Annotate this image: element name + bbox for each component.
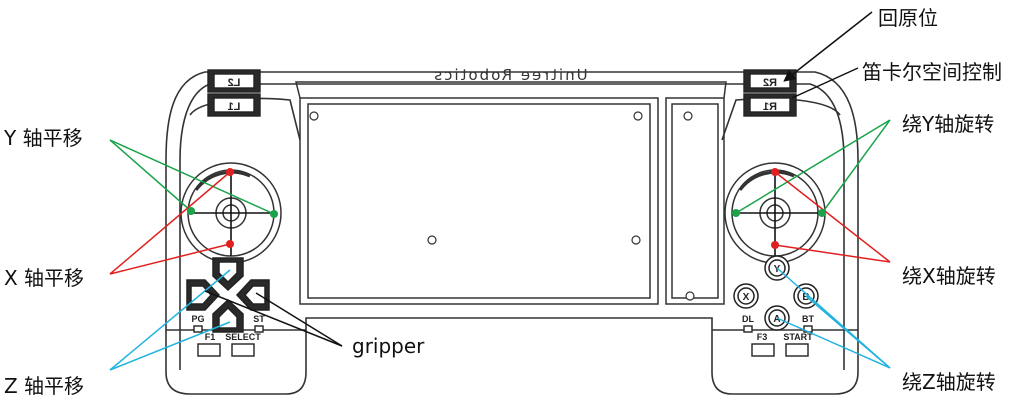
center-panel [295,81,727,305]
button-b-label: B [802,292,809,303]
left-shoulder-buttons[interactable] [207,69,261,117]
st-label: ST [253,314,265,324]
f1-label: F1 [205,332,216,342]
z-translate-leaders [109,269,231,371]
r2-label: R2 [763,77,777,89]
left-small-buttons[interactable] [193,325,264,357]
x-translate-label: X 轴平移 [4,266,85,290]
gripper-label: gripper [352,334,425,358]
start-label: START [783,332,813,342]
r1-label: R1 [763,101,777,113]
right-shoulder-buttons[interactable] [743,69,797,117]
button-x-label: X [743,292,750,303]
rotate-x-label: 绕X轴旋转 [902,264,996,288]
marker-dots [187,168,826,249]
cartesian-control-label: 笛卡尔空间控制 [862,60,1002,84]
f3-label: F3 [757,332,768,342]
z-translate-label: Z 轴平移 [4,374,85,398]
right-small-buttons[interactable] [743,325,813,357]
y-translate-label: Y 轴平移 [4,126,83,150]
bt-label: BT [802,314,814,324]
dl-label: DL [742,314,754,324]
rotate-z-label: 绕Z轴旋转 [902,370,996,394]
y-translate-leaders [109,139,275,215]
l1-label: L1 [228,101,241,113]
pg-label: PG [191,314,204,324]
rotate-z-leaders [776,267,891,369]
rotate-y-label: 绕Y轴旋转 [902,112,995,136]
brand-text: Unitree Robotics [432,66,587,84]
shoulder-leaders [783,11,873,99]
panel-screws [309,111,695,301]
return-home-label: 回原位 [878,6,938,30]
button-y-label: Y [774,264,781,275]
gripper-leaders [204,290,343,347]
rotate-y-leaders [735,119,891,214]
select-label: SELECT [225,332,261,342]
button-a-label: A [773,314,780,325]
x-translate-leaders [109,171,231,275]
l2-label: L2 [228,77,241,89]
rotate-x-leaders [774,171,891,263]
